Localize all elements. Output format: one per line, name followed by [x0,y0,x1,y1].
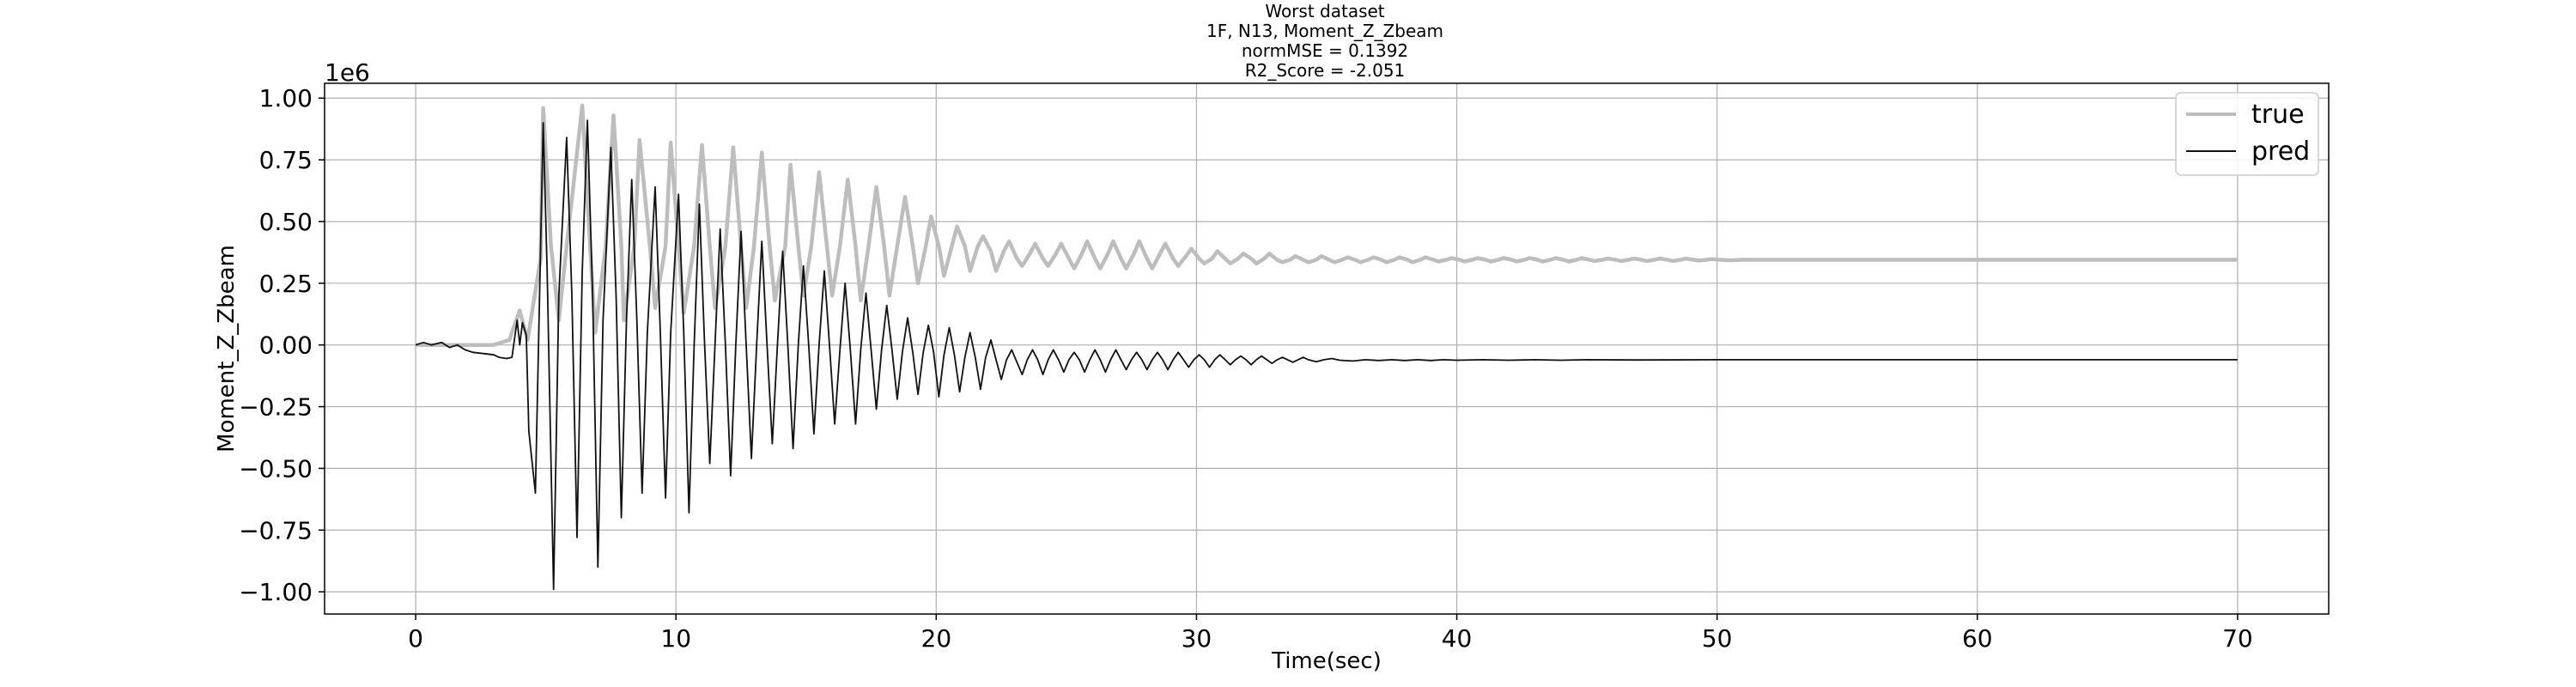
axis-ticks: 0 10 20 30 40 50 60 70 1.00 0.75 0.50 0.25 0.00 −0.25… [239,84,2253,653]
y-tick-label: −0.25 [239,393,313,422]
title-line-3: normMSE = 0.1392 [1242,40,1408,61]
x-tick-label: 50 [1702,624,1733,653]
x-tick-label: 0 [408,624,423,653]
title-line-4: R2_Score = -2.051 [1245,60,1406,81]
chart-title: Worst dataset 1F, N13, Moment_Z_Zbeam no… [1206,1,1443,81]
legend: true pred [2175,92,2319,176]
series-lines [415,103,2238,591]
y-offset-label: 1e6 [325,58,370,87]
x-tick-label: 10 [660,624,691,653]
y-tick-label: −0.50 [239,454,313,483]
y-tick-label: −1.00 [239,578,313,606]
x-tick-label: 30 [1182,624,1212,653]
x-axis-label: Time(sec) [1271,648,1382,674]
y-tick-label: 0.00 [259,331,313,360]
y-tick-label: 0.25 [259,270,313,298]
x-tick-label: 40 [1442,624,1473,653]
y-tick-label: −0.75 [239,516,313,544]
y-tick-label: 1.00 [259,84,313,112]
x-tick-label: 70 [2222,624,2253,653]
x-tick-label: 20 [921,624,952,653]
title-line-2: 1F, N13, Moment_Z_Zbeam [1206,21,1443,41]
legend-label-true: true [2251,100,2305,130]
y-axis-label: Moment_Z_Zbeam [214,245,240,453]
series-line-true [416,103,2238,347]
legend-label-pred: pred [2251,137,2310,167]
x-tick-label: 60 [1962,624,1993,653]
title-line-1: Worst dataset [1265,1,1384,21]
series-line-pred [415,119,2238,591]
y-tick-label: 0.50 [259,208,313,236]
y-tick-label: 0.75 [259,146,313,174]
plot-frame [324,82,2330,615]
